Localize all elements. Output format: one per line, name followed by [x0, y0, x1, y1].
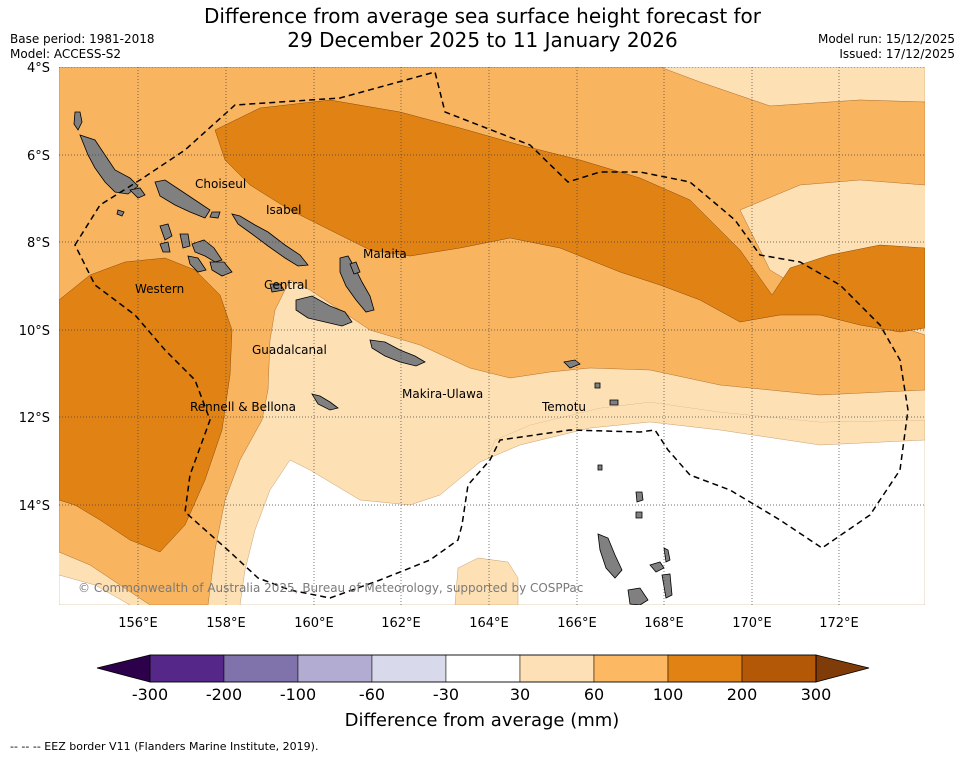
title-line-2: 29 December 2025 to 11 January 2026 [287, 28, 678, 52]
colorbar-tick-label: -100 [280, 685, 316, 704]
lon-axis: 156°E 158°E 160°E 162°E 164°E 166°E 168°… [118, 616, 859, 631]
region-label-makira-ulawa: Makira-Ulawa [402, 387, 483, 401]
colorbar-segment [445, 654, 521, 683]
lon-label: 168°E [644, 616, 684, 631]
model-text: Model: ACCESS-S2 [10, 47, 122, 61]
lon-label: 170°E [732, 616, 772, 631]
region-label-rennell-bellona: Rennell & Bellona [190, 400, 296, 414]
colorbar-tick-label: 200 [727, 685, 758, 704]
region-label-choiseul: Choiseul [195, 177, 246, 191]
colorbar-tick-label: 30 [510, 685, 530, 704]
colorbar-segment [741, 654, 817, 683]
eez-border [74, 71, 909, 599]
lat-axis: 4°S 6°S 8°S 10°S 12°S 14°S [19, 61, 50, 514]
colorbar-tick-label: -60 [359, 685, 385, 704]
meta-left: Base period: 1981-2018 Model: ACCESS-S2 [10, 32, 155, 62]
land [73, 111, 673, 605]
title-line-1: Difference from average sea surface heig… [203, 4, 762, 28]
band-neutral [239, 421, 925, 605]
lon-label: 172°E [819, 616, 859, 631]
map-title: Difference from average sea surface heig… [0, 4, 965, 52]
lon-label: 164°E [469, 616, 509, 631]
colorbar-tick-label: -300 [132, 685, 168, 704]
meta-right: Model run: 15/12/2025 Issued: 17/12/2025 [818, 32, 955, 62]
colorbar-segment [593, 654, 669, 683]
lat-label: 8°S [27, 236, 50, 251]
lon-label: 162°E [381, 616, 421, 631]
colorbar-tick-label: -30 [433, 685, 459, 704]
lon-label: 158°E [206, 616, 246, 631]
base-period-text: Base period: 1981-2018 [10, 32, 155, 46]
colorbar-segments [149, 654, 817, 683]
colorbar-segment [223, 654, 299, 683]
colorbar-segment [371, 654, 447, 683]
colorbar: -300 -200 -100 -60 -30 30 60 100 200 300 Differen… [96, 654, 870, 731]
colorbar-tick-label: 60 [584, 685, 604, 704]
colorbar-under-arrow [96, 654, 151, 683]
lat-label: 6°S [27, 149, 50, 164]
colorbar-tick-label: -200 [206, 685, 242, 704]
map: Choiseul Isabel Malaita Western Central … [19, 61, 925, 631]
model-run-text: Model run: 15/12/2025 [817, 32, 955, 46]
region-label-central: Central [264, 278, 308, 292]
band-60-100 [59, 67, 925, 605]
lat-label: 14°S [19, 499, 50, 514]
colorbar-segment [667, 654, 743, 683]
colorbar-tick-label: 300 [801, 685, 832, 704]
lat-label: 10°S [19, 324, 50, 339]
colorbar-tick-label: 100 [653, 685, 684, 704]
band-100-200-north [214, 99, 925, 333]
eez-footnote: -- -- -- EEZ border V11 (Flanders Marine… [10, 740, 319, 753]
band-100-200-west [59, 257, 233, 553]
lon-label: 166°E [557, 616, 597, 631]
graticule [59, 67, 925, 605]
lon-label: 160°E [294, 616, 334, 631]
region-label-isabel: Isabel [266, 203, 301, 217]
lat-label: 4°S [27, 61, 50, 76]
copyright-text: © Commonwealth of Australia 2025, Bureau… [78, 581, 583, 595]
lon-label: 156°E [118, 616, 158, 631]
issued-text: Issued: 17/12/2025 [839, 47, 955, 61]
colorbar-segment [519, 654, 595, 683]
region-label-malaita: Malaita [363, 247, 407, 261]
colorbar-over-arrow [815, 654, 870, 683]
region-label-guadalcanal: Guadalcanal [252, 343, 327, 357]
colorbar-segment [149, 654, 225, 683]
lat-label: 12°S [19, 411, 50, 426]
region-label-temotu: Temotu [541, 400, 586, 414]
colorbar-segment [297, 654, 373, 683]
colorbar-ticks: -300 -200 -100 -60 -30 30 60 100 200 300 [132, 685, 831, 704]
colorbar-label: Difference from average (mm) [345, 710, 620, 731]
region-label-western: Western [135, 282, 184, 296]
